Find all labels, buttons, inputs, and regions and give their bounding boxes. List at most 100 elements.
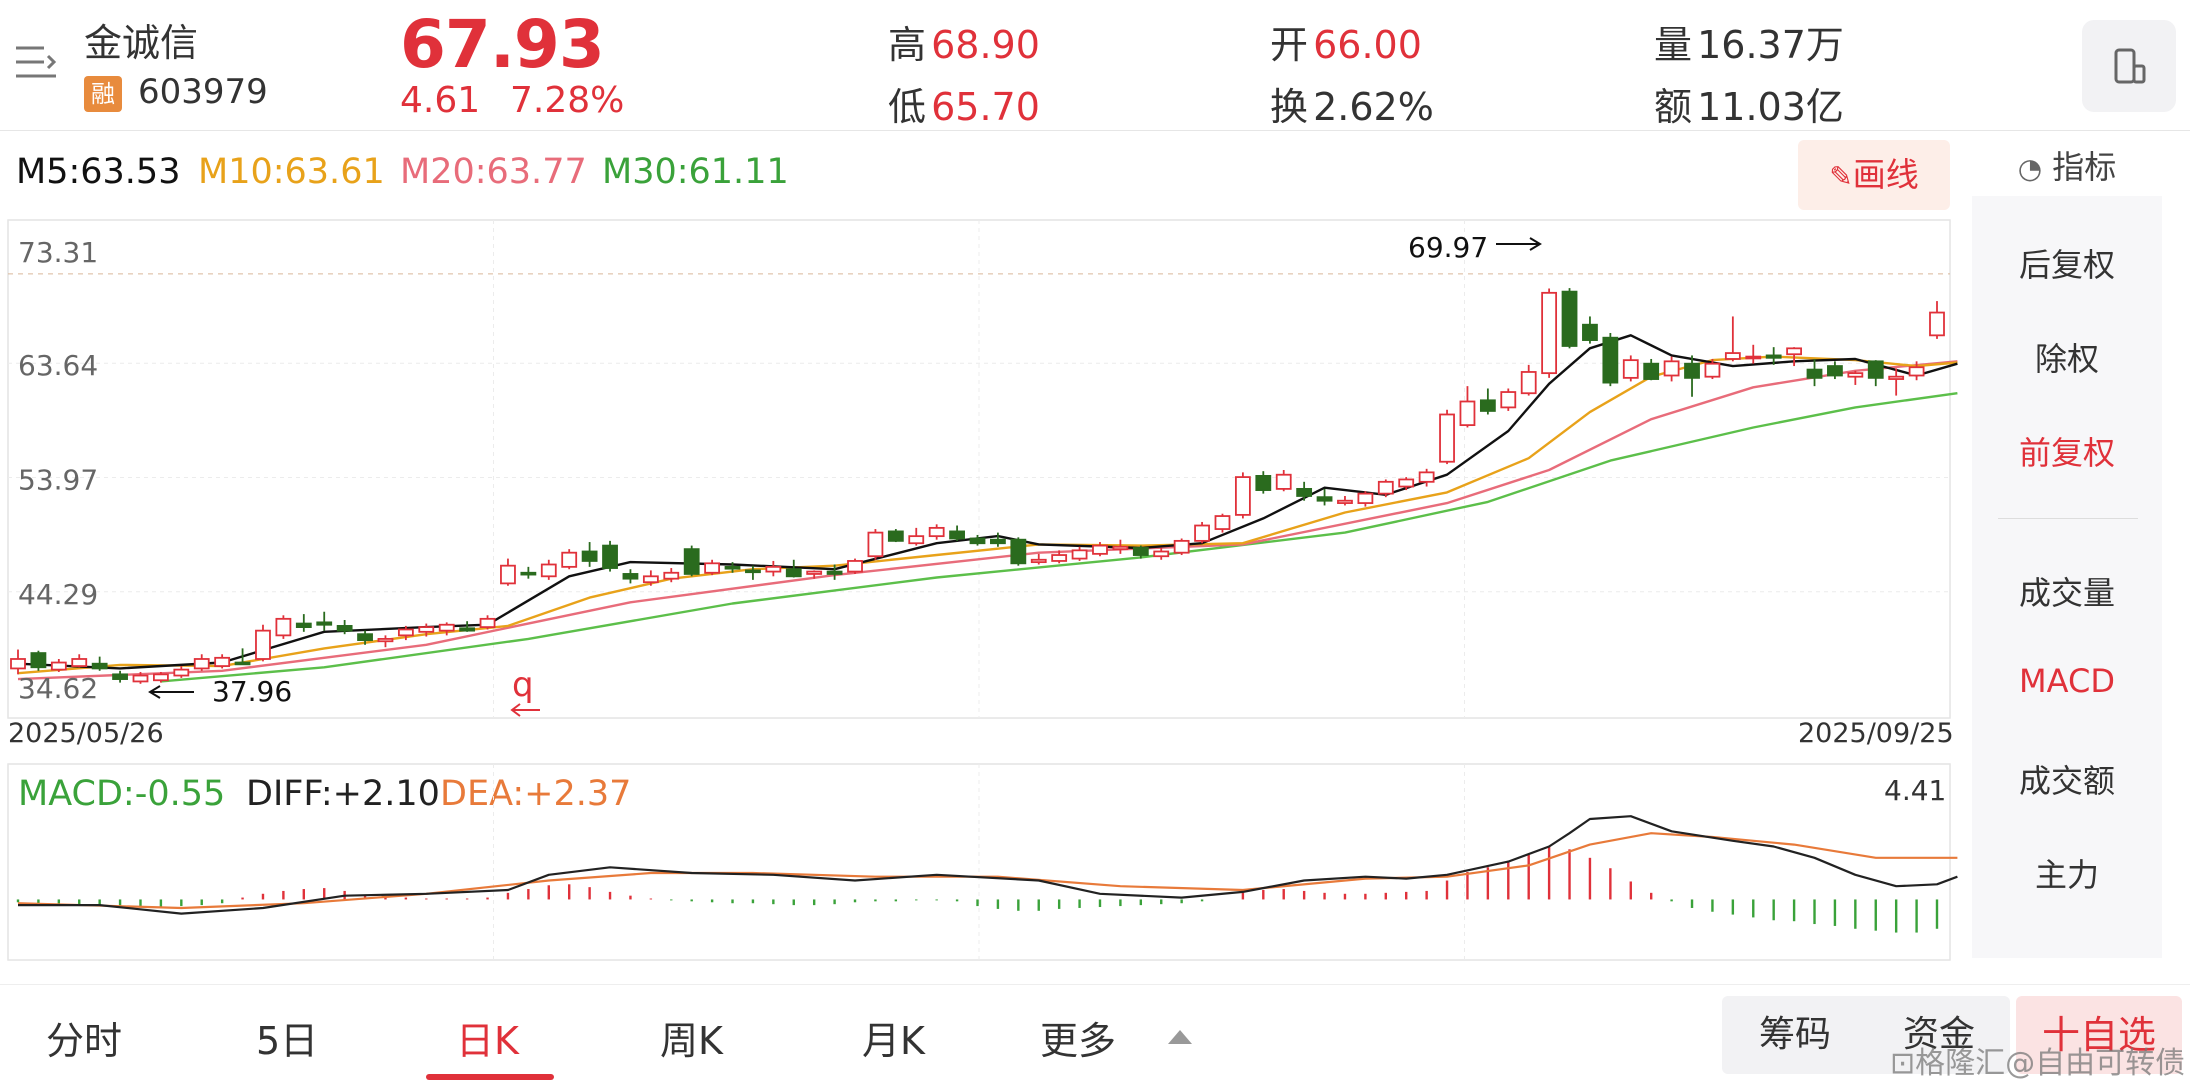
candle	[1622, 355, 1639, 382]
quote-amount-value: 11.03亿	[1697, 85, 1844, 129]
candle	[847, 558, 863, 574]
candle	[1112, 539, 1129, 554]
candle	[561, 549, 578, 570]
rp-main-force[interactable]: 主力	[2034, 856, 2099, 894]
y-tick-label: 63.64	[18, 349, 98, 382]
event-marker[interactable]: q	[512, 665, 534, 705]
candle	[377, 635, 394, 648]
candle	[1847, 370, 1864, 385]
candle	[173, 666, 190, 678]
tab-weekly-k[interactable]: 周K	[660, 1019, 723, 1063]
rp-forward-adjust[interactable]: 前复权	[2018, 434, 2115, 472]
quote-open-value: 66.00	[1313, 23, 1422, 67]
event-arrow-icon	[510, 703, 540, 717]
indicator-header[interactable]: ◔ 指标	[1972, 142, 2162, 188]
candle	[91, 656, 108, 671]
last-price: 67.93	[400, 6, 605, 83]
quote-turnover-label: 换	[1270, 85, 1309, 129]
rp-macd[interactable]: MACD	[2019, 662, 2115, 700]
menu-icon[interactable]	[14, 42, 58, 82]
low-price-marker: 37.96	[212, 675, 292, 708]
candle	[438, 622, 455, 636]
panel-divider	[1998, 518, 2138, 519]
candle	[704, 559, 721, 576]
margin-badge: 融	[84, 76, 122, 112]
diff-value: DIFF:+2.10	[246, 774, 440, 814]
y-tick-label: 73.31	[18, 236, 98, 269]
candle	[785, 559, 802, 578]
candle	[969, 534, 986, 546]
candle	[1929, 301, 1945, 339]
candle	[1520, 364, 1537, 396]
ma20-value: M20:63.77	[400, 152, 587, 192]
candle	[1541, 288, 1558, 378]
tab-daily-k[interactable]: 日K	[456, 1019, 519, 1063]
candle	[397, 625, 414, 641]
indicator-title: 指标	[2052, 148, 2117, 186]
quote-high-value: 68.90	[931, 23, 1040, 67]
macd-value: MACD:-0.55	[18, 774, 226, 814]
ma-line-m30	[160, 392, 1958, 683]
rp-volume[interactable]: 成交量	[2018, 574, 2115, 612]
macd-line-diff	[18, 815, 1958, 915]
quote-low: 低 65.70	[888, 76, 1040, 131]
candle	[1643, 358, 1660, 381]
candle	[1663, 356, 1680, 382]
candle	[928, 524, 945, 540]
quote-high-label: 高	[888, 23, 927, 67]
rp-turnover[interactable]: 成交额	[2018, 762, 2115, 800]
ma-line-m5	[17, 334, 1958, 670]
macd-chart[interactable]	[0, 760, 1960, 970]
candle	[520, 566, 537, 579]
y-tick-label: 53.97	[18, 463, 98, 496]
caret-up-icon[interactable]	[1168, 1030, 1192, 1044]
candle	[1745, 344, 1762, 364]
candle	[1092, 542, 1108, 557]
candle	[1398, 477, 1415, 491]
candle	[949, 525, 965, 541]
ma10-value: M10:63.61	[198, 152, 385, 192]
tab-monthly-k[interactable]: 月K	[862, 1019, 925, 1063]
candle	[255, 624, 271, 662]
indicator-list-bg	[1972, 196, 2162, 958]
capital-button[interactable]: 资金	[1868, 996, 2010, 1074]
candle	[990, 532, 1006, 547]
candle	[1684, 355, 1700, 397]
quote-low-label: 低	[888, 85, 927, 129]
candle	[1275, 469, 1292, 492]
high-arrow-icon	[1496, 237, 1542, 251]
candle	[275, 615, 292, 639]
change-percent: 7.28%	[510, 80, 625, 121]
candle	[765, 560, 782, 577]
candle	[1479, 388, 1496, 415]
phone-rotate-icon	[2114, 48, 2146, 84]
y-tick-label: 34.62	[18, 672, 98, 705]
candle	[1439, 409, 1455, 465]
header-divider	[0, 130, 2190, 131]
quote-turnover: 换 2.62%	[1270, 76, 1434, 131]
candle	[745, 565, 761, 580]
tab-intraday[interactable]: 分时	[46, 1019, 123, 1063]
x-start-date: 2025/05/26	[8, 718, 164, 749]
candlestick-chart[interactable]: 73.31 63.64 53.97 44.29 34.62 69.97 37.96 q	[0, 210, 1960, 730]
candle	[1255, 471, 1272, 494]
stock-code: 603979	[138, 72, 268, 112]
ma5-value: M5:63.53	[16, 152, 181, 192]
tab-5day[interactable]: 5日	[256, 1019, 319, 1063]
draw-line-button[interactable]: ✎画线	[1798, 140, 1950, 210]
rp-backward-adjust[interactable]: 后复权	[2018, 246, 2115, 284]
tab-more[interactable]: 更多	[1040, 1019, 1117, 1063]
candle	[1296, 481, 1313, 501]
ma30-value: M30:61.11	[602, 152, 789, 192]
candle	[336, 620, 353, 635]
device-rotate-button[interactable]	[2082, 20, 2176, 112]
candle	[1806, 358, 1823, 387]
add-watchlist-button[interactable]: 十自选	[2016, 996, 2182, 1074]
candle	[581, 542, 598, 567]
candle	[1051, 550, 1068, 564]
chips-button[interactable]: 筹码	[1722, 996, 1868, 1074]
tabs-divider	[0, 984, 2190, 985]
y-tick-label: 44.29	[18, 578, 98, 611]
active-tab-indicator	[426, 1074, 554, 1080]
rp-ex-rights[interactable]: 除权	[2034, 340, 2099, 378]
